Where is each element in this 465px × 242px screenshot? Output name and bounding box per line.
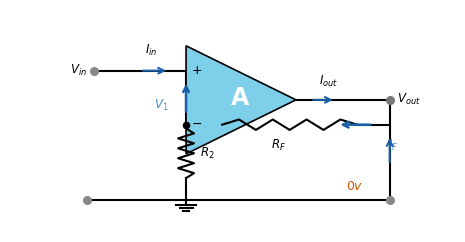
Text: $R_2$: $R_2$ [200,146,215,161]
Text: $I_{out}$: $I_{out}$ [319,74,338,89]
Text: $I_F$: $I_F$ [388,138,398,153]
Text: $V_{out}$: $V_{out}$ [397,92,421,107]
Text: A: A [231,86,249,110]
Text: −: − [192,118,202,131]
Text: $R_F$: $R_F$ [272,138,286,153]
Text: $V_{in}$: $V_{in}$ [70,63,87,78]
Polygon shape [186,46,296,154]
Text: $V_1$: $V_1$ [153,98,168,113]
Text: $I_{in}$: $I_{in}$ [145,43,157,58]
Text: +: + [192,64,202,77]
Text: $0v$: $0v$ [346,180,364,193]
